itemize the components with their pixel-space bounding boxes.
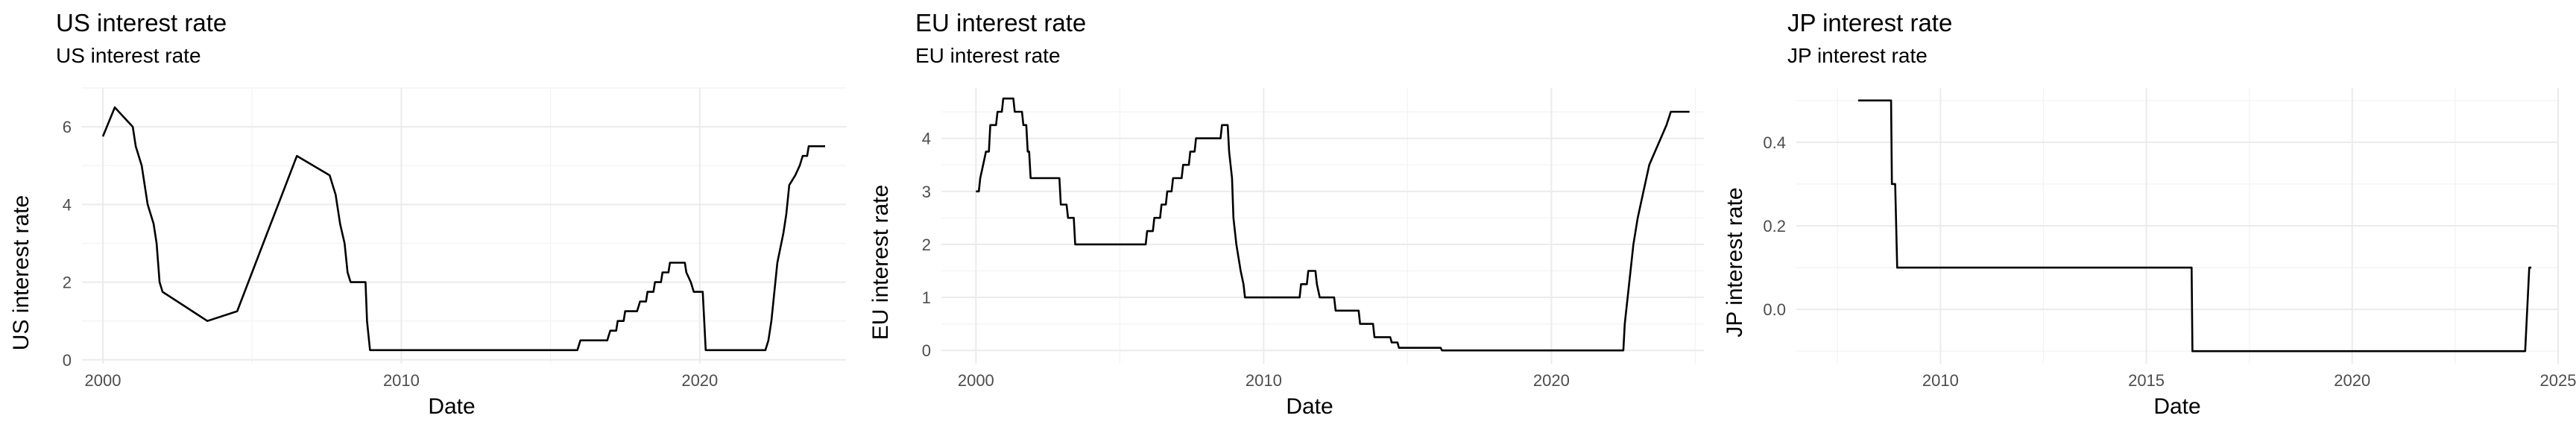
x-tick-label: 2000 [958,371,994,390]
x-tick-label: 2020 [2334,371,2370,390]
series-lines [101,106,825,352]
y-tick-label: 4 [922,130,931,148]
us-rate-chart: US interest rate US interest rate 2000 20… [9,9,846,419]
x-tick-label: 2010 [1922,371,1959,390]
series-line [1857,99,2532,353]
chart-title: JP interest rate [1787,9,1952,37]
x-axis-title: Date [1286,394,1333,419]
x-axis-title: Date [428,394,475,419]
series-lines [976,97,1690,352]
x-tick-label: 2010 [1246,371,1282,390]
x-tick-label: 2020 [681,371,718,390]
y-tick-label: 6 [63,118,72,136]
chart-title: US interest rate [56,9,227,37]
x-tick-label: 2000 [85,371,121,390]
grid [1796,88,2559,364]
y-tick-label: 0.0 [1763,300,1786,319]
eu-rate-chart: EU interest rate EU interest rate 2000 20… [868,9,1704,419]
y-axis-title: US interest rate [9,195,34,350]
chart-subtitle: EU interest rate [915,44,1061,67]
x-tick-label: 2025 [2540,371,2576,390]
y-tick-label: 2 [63,274,72,292]
series-line [101,106,825,352]
axis-ticks: 2000 2010 2020 0 1 2 3 4 [922,130,1570,390]
series-line [976,97,1690,352]
axis-ticks: 2000 2010 2020 0 2 4 6 [63,118,719,390]
y-tick-label: 1 [922,288,931,307]
y-axis-title: EU interest rate [868,185,893,340]
grid [941,88,1704,364]
chart-subtitle: US interest rate [56,44,201,67]
y-tick-label: 0 [63,351,72,370]
y-tick-label: 0.4 [1763,133,1786,152]
jp-rate-chart: JP interest rate JP interest rate 2010 20… [1723,9,2576,419]
x-axis-title: Date [2153,394,2200,419]
y-tick-label: 0.2 [1763,217,1786,236]
x-tick-label: 2015 [2128,371,2165,390]
x-tick-label: 2020 [1533,371,1570,390]
chart-subtitle: JP interest rate [1787,44,1928,67]
grid [82,87,846,364]
chart-title: EU interest rate [915,9,1086,37]
axis-ticks: 2010 2015 2020 2025 0.0 0.2 0.4 [1763,133,2576,390]
y-tick-label: 4 [63,195,72,214]
series-lines [1857,99,2532,353]
y-tick-label: 0 [922,341,931,360]
x-tick-label: 2010 [383,371,420,390]
y-axis-title: JP interest rate [1723,187,1747,337]
y-tick-label: 3 [922,183,931,201]
y-tick-label: 2 [922,236,931,254]
